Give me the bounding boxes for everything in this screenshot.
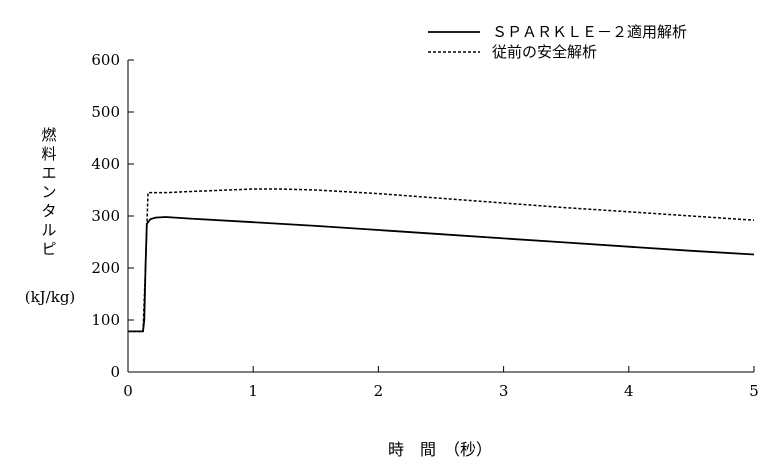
- y-axis-label-char: タ: [41, 202, 56, 220]
- y-tick-label: 300: [91, 207, 120, 225]
- y-axis-label-char: エ: [41, 164, 56, 182]
- x-tick-label: 1: [248, 382, 258, 400]
- ticks: 0 100 200 300 400 500 600 0 1 2 3 4 5: [91, 51, 758, 400]
- x-tick-label: 2: [374, 382, 384, 400]
- series-line-2: [128, 188, 755, 333]
- legend-label-2: 従前の安全解析: [492, 43, 597, 61]
- y-axis-unit: (kJ/kg): [25, 288, 76, 306]
- y-tick-label: 500: [91, 103, 120, 121]
- axes: [127, 60, 754, 373]
- y-axis-label-char: ン: [41, 183, 56, 201]
- y-tick-label: 100: [91, 311, 120, 329]
- x-tick-label: 0: [123, 382, 133, 400]
- x-axis-label: 時 間 （秒）: [388, 440, 492, 459]
- x-tick-label: 5: [749, 382, 759, 400]
- y-axis-label-char: ピ: [41, 240, 56, 258]
- y-axis-label-char: ル: [41, 221, 56, 239]
- series-group: [128, 188, 755, 333]
- y-axis-label-char: 料: [41, 145, 56, 163]
- series-line-1: [128, 216, 755, 333]
- legend-label-1: ＳＰＡＲＫＬＥ－２適用解析: [492, 23, 687, 41]
- y-tick-label: 400: [91, 155, 120, 173]
- y-tick-label: 200: [91, 259, 120, 277]
- y-tick-label: 600: [91, 51, 120, 69]
- x-tick-label: 4: [624, 382, 634, 400]
- y-axis-label-char: 燃: [41, 126, 56, 144]
- x-tick-label: 3: [499, 382, 509, 400]
- y-tick-label: 0: [110, 363, 120, 381]
